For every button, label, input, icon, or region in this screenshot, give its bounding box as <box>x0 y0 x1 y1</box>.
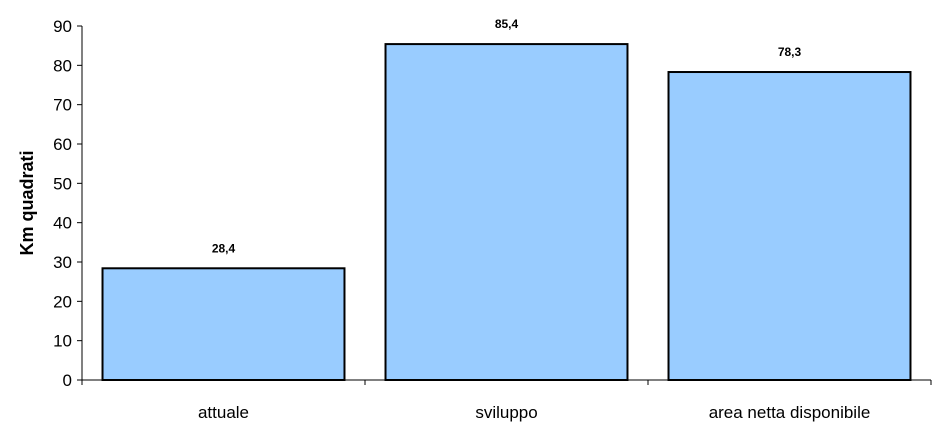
y-tick-label: 60 <box>53 135 72 154</box>
data-label: 28,4 <box>212 241 236 255</box>
bars <box>101 43 912 382</box>
data-labels: 28,4 85,4 78,3 <box>212 17 802 255</box>
y-tick-label: 80 <box>53 56 72 75</box>
x-category-label: sviluppo <box>475 403 537 422</box>
x-axis-ticks: attuale sviluppo area netta disponibile <box>81 380 932 422</box>
data-label: 85,4 <box>495 17 519 31</box>
y-tick-label: 30 <box>53 253 72 272</box>
y-tick-label: 40 <box>53 214 72 233</box>
bar-attuale <box>101 267 346 381</box>
y-tick-label: 10 <box>53 332 72 351</box>
x-category-label: attuale <box>198 403 249 422</box>
bar-area-netta-disponibile <box>667 71 912 382</box>
axes <box>81 26 931 381</box>
y-tick-label: 20 <box>53 292 72 311</box>
bar-sviluppo <box>384 43 629 382</box>
x-category-label: area netta disponibile <box>709 403 871 422</box>
y-axis-title: Km quadrati <box>17 150 37 255</box>
y-tick-label: 70 <box>53 96 72 115</box>
y-axis-ticks: 0 10 20 30 40 50 60 70 80 90 <box>53 17 82 390</box>
y-tick-label: 0 <box>63 371 72 390</box>
y-tick-label: 90 <box>53 17 72 36</box>
data-label: 78,3 <box>778 45 802 59</box>
y-tick-label: 50 <box>53 174 72 193</box>
